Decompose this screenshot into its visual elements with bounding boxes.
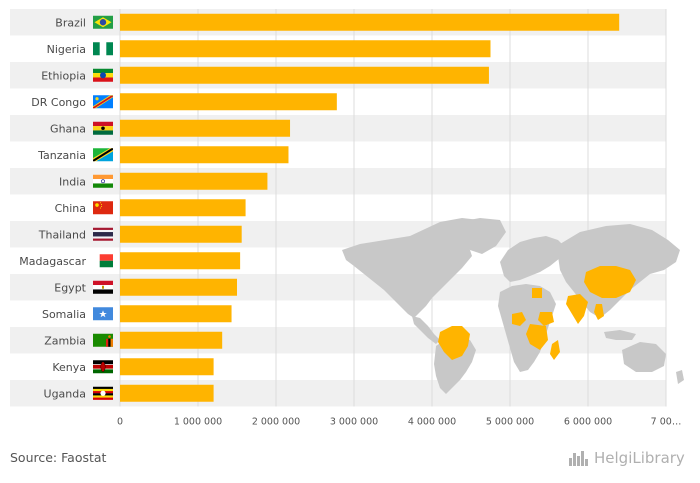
kenya-flag-icon — [93, 360, 113, 374]
map-europe — [500, 236, 566, 282]
city-skyline-icon — [569, 451, 588, 466]
map-nigeria — [512, 312, 526, 326]
map-china — [584, 266, 636, 298]
bar-brazil — [120, 13, 620, 31]
row-bands — [10, 9, 666, 407]
dr-congo-flag-icon — [93, 95, 113, 109]
brand-logo: HelgiLibrary — [568, 449, 685, 467]
x-tick-label: 3 000 000 — [330, 417, 378, 428]
x-tick-label: 6 000 000 — [564, 417, 612, 428]
map-africa — [498, 284, 556, 372]
x-tick-label: 2 000 000 — [252, 417, 300, 428]
x-tick-label: 1 000 000 — [174, 417, 222, 428]
bar-uganda — [120, 384, 214, 402]
map-new-zealand — [676, 370, 684, 384]
brand-name: HelgiLibrary — [594, 449, 685, 467]
egypt-flag-icon — [93, 280, 113, 294]
somalia-flag-icon — [93, 307, 113, 321]
x-tick-label: 5 000 000 — [486, 417, 534, 428]
bar-zambia — [120, 331, 223, 349]
category-label: DR Congo — [31, 96, 86, 109]
x-axis-ticks: 0 1 000 000 2 000 000 3 000 000 4 000 000 5 0… — [117, 417, 681, 428]
category-label: Somalia — [42, 308, 86, 321]
map-indonesia — [604, 330, 636, 340]
category-label: Egypt — [54, 281, 86, 294]
map-egypt — [532, 288, 542, 298]
x-tick-label: 0 — [117, 417, 123, 428]
nigeria-flag-icon — [93, 42, 113, 56]
india-flag-icon — [93, 174, 113, 188]
bar-somalia — [120, 305, 232, 323]
madagascar-flag-icon — [93, 254, 113, 268]
row-band — [10, 380, 666, 407]
row-band — [10, 168, 666, 195]
map-central-america — [412, 316, 440, 344]
bar-madagascar — [120, 252, 241, 270]
bar-ethiopia — [120, 66, 489, 84]
x-tick-label: 7 00… — [651, 417, 682, 428]
category-label: Thailand — [38, 228, 86, 241]
category-label: Tanzania — [37, 149, 86, 162]
category-label: China — [55, 202, 86, 215]
bar-nigeria — [120, 40, 491, 58]
bar-egypt — [120, 278, 237, 296]
category-label: Madagascar — [19, 255, 86, 268]
tanzania-flag-icon — [93, 148, 113, 162]
world-map — [342, 218, 684, 394]
category-label: Zambia — [44, 334, 86, 347]
bar-dr-congo — [120, 93, 337, 111]
zambia-flag-icon — [93, 333, 113, 347]
brazil-flag-icon — [93, 15, 113, 29]
map-australia — [622, 342, 666, 372]
bar-ghana — [120, 119, 291, 137]
category-label: Brazil — [55, 16, 86, 29]
category-label: Uganda — [44, 387, 86, 400]
ghana-flag-icon — [93, 121, 113, 135]
category-label: India — [59, 175, 86, 188]
row-band — [10, 115, 666, 142]
category-label: Nigeria — [47, 43, 86, 56]
map-india — [566, 294, 588, 324]
map-thailand — [594, 304, 604, 320]
bar-china — [120, 199, 246, 217]
category-labels: Brazil Nigeria Ethiopia DR Congo Ghana Tanzan… — [19, 16, 86, 400]
map-brazil — [438, 326, 470, 360]
category-label: Ethiopia — [41, 69, 86, 82]
map-ethiopia — [538, 312, 554, 326]
map-east-africa — [526, 324, 548, 350]
bar-thailand — [120, 225, 242, 243]
bar-kenya — [120, 358, 214, 376]
category-label: Kenya — [52, 361, 86, 374]
source-note: Source: Faostat — [10, 450, 107, 465]
map-north-america — [342, 218, 480, 318]
map-madagascar — [550, 340, 560, 360]
thailand-flag-icon — [93, 227, 113, 241]
category-label: Ghana — [50, 122, 86, 135]
bar-chart: Brazil Nigeria Ethiopia DR Congo Ghana Tanzan… — [10, 9, 684, 428]
x-tick-label: 4 000 000 — [408, 417, 456, 428]
china-flag-icon — [93, 201, 113, 215]
bar-india — [120, 172, 268, 190]
row-band — [10, 274, 666, 301]
uganda-flag-icon — [93, 386, 113, 400]
flags — [93, 15, 113, 400]
map-greenland — [458, 218, 506, 254]
ethiopia-flag-icon — [93, 68, 113, 82]
bars — [120, 13, 620, 402]
bar-tanzania — [120, 146, 289, 164]
